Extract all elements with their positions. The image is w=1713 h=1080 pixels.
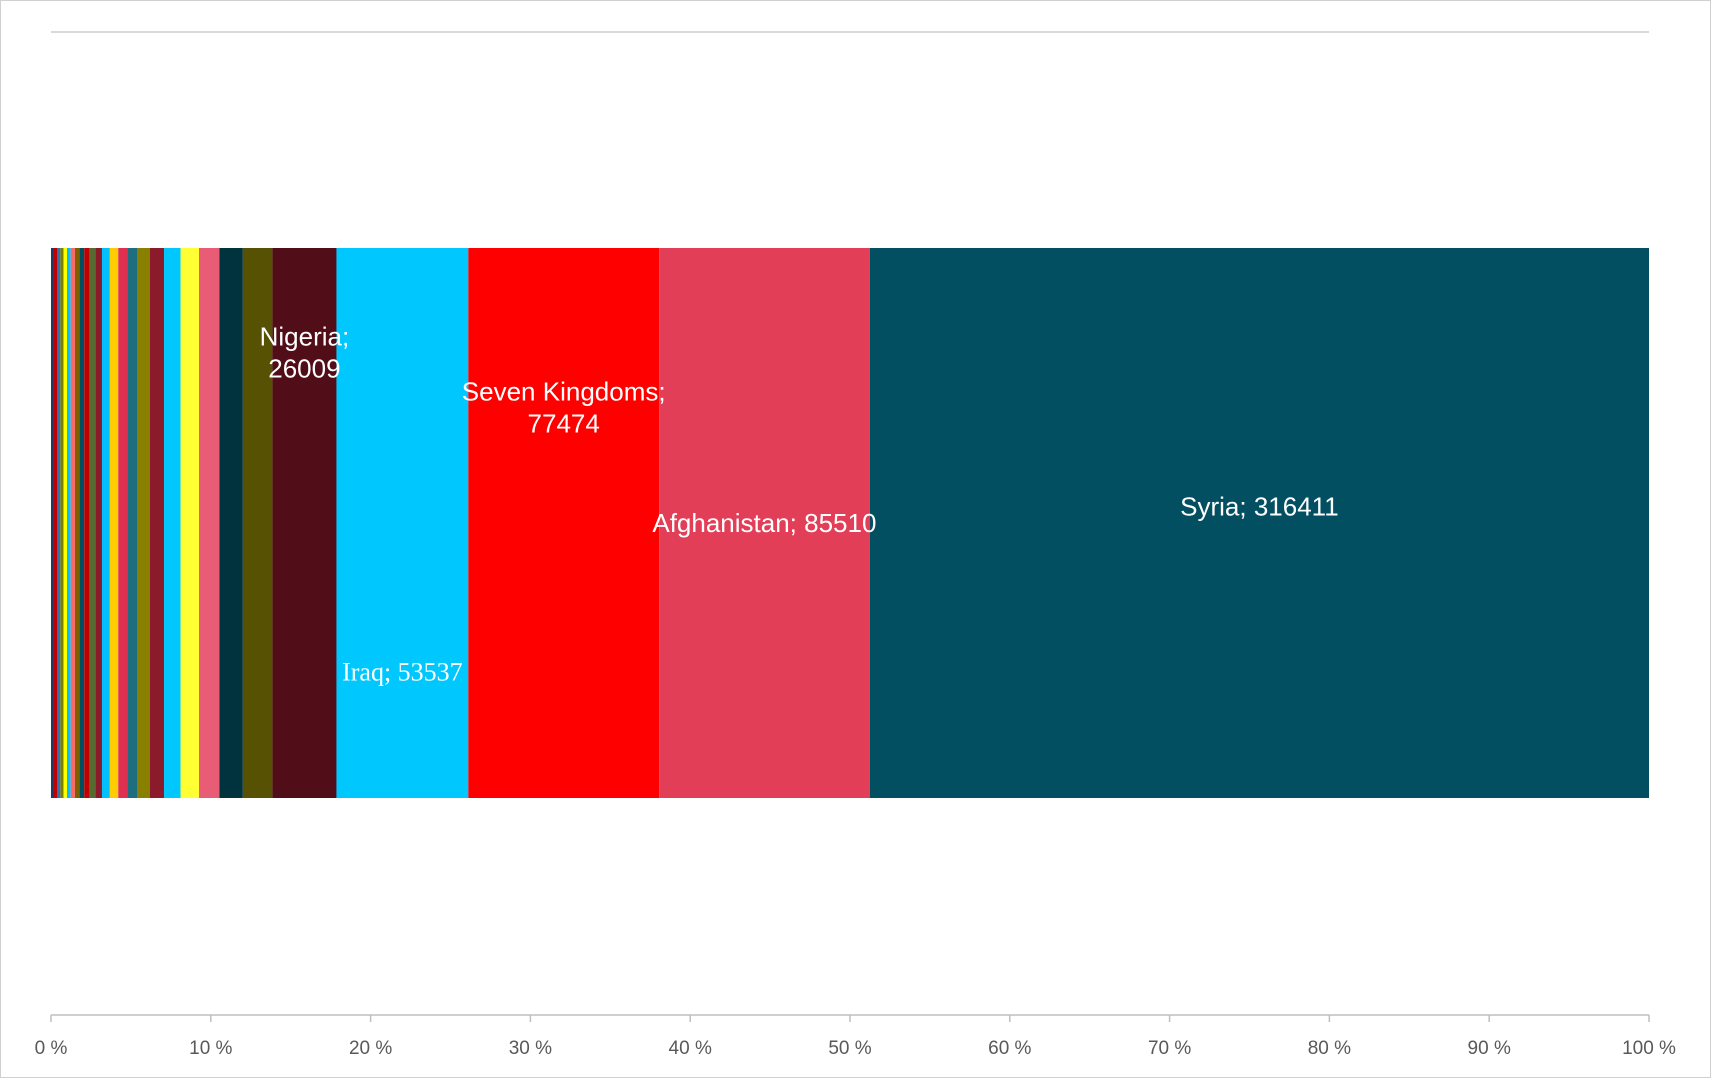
bar-segment-10	[84, 248, 90, 798]
bar-segment-8	[74, 248, 80, 798]
bar-segment-22	[219, 248, 243, 798]
bar-segment-syria	[869, 248, 1649, 798]
x-tick-label: 90 %	[1468, 1038, 1511, 1059]
bar-segment-17	[137, 248, 150, 798]
bar-segment-3	[57, 248, 61, 798]
bar-segment-19	[164, 248, 181, 798]
bar-segment-20	[180, 248, 200, 798]
bar-segment-5	[63, 248, 68, 798]
bar-segment-7	[70, 248, 75, 798]
data-label-afghanistan: Afghanistan; 85510	[652, 508, 876, 538]
data-labels: Nigeria;26009 Iraq; 53537 Seven Kingdoms;7…	[260, 322, 1339, 687]
bar-segment-2	[53, 248, 58, 798]
data-label-syria: Syria; 316411	[1180, 492, 1339, 522]
bar-segment-seven-kingdoms	[468, 248, 660, 798]
x-tick-label: 20 %	[349, 1038, 392, 1059]
bar-segment-9	[79, 248, 85, 798]
bar-segment-13	[101, 248, 110, 798]
x-tick-label: 40 %	[669, 1038, 712, 1059]
bar-segment-1	[51, 248, 54, 798]
bar-segment-16	[127, 248, 138, 798]
data-label-nigeria: Nigeria;	[260, 322, 350, 352]
bar-segment-iraq	[336, 248, 469, 798]
data-label-seven-kingdoms: 77474	[528, 409, 600, 439]
x-tick-label: 30 %	[509, 1038, 552, 1059]
bar-segment-6	[67, 248, 71, 798]
bar-segment-12	[95, 248, 102, 798]
x-axis: 0 % 10 % 20 % 30 % 40 % 50 % 60 % 70 % 80 % 90 % 1…	[35, 1015, 1676, 1059]
bar-segment-21	[199, 248, 220, 798]
bar-segment-nigeria	[272, 248, 337, 798]
bar-segment-23	[242, 248, 273, 798]
bar-segment-14	[109, 248, 119, 798]
bar-segment-4	[60, 248, 64, 798]
x-tick-label: 70 %	[1148, 1038, 1191, 1059]
data-label-iraq: Iraq; 53537	[342, 658, 463, 687]
x-tick-label: 100 %	[1622, 1038, 1676, 1059]
bar-segment-15	[118, 248, 128, 798]
x-tick-label: 0 %	[35, 1038, 68, 1059]
x-tick-label: 60 %	[988, 1038, 1031, 1059]
x-tick-label: 50 %	[828, 1038, 871, 1059]
x-tick-label: 10 %	[189, 1038, 232, 1059]
x-tick-label: 80 %	[1308, 1038, 1351, 1059]
data-label-nigeria: 26009	[268, 354, 340, 384]
bar-segment-18	[150, 248, 165, 798]
data-label-seven-kingdoms: Seven Kingdoms;	[462, 377, 666, 407]
bar-segment-afghanistan	[659, 248, 870, 798]
stacked-bar	[51, 248, 1649, 798]
bar-segment-11	[89, 248, 96, 798]
